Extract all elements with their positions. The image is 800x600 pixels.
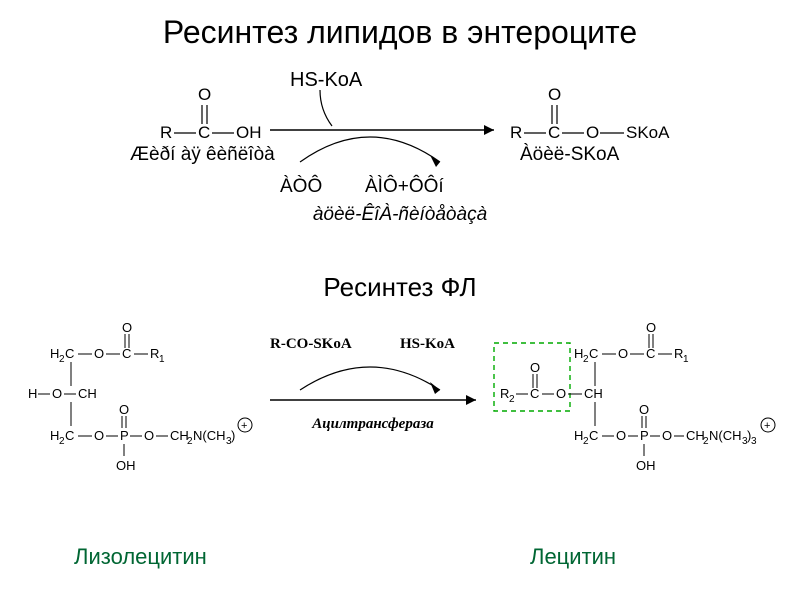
svg-text:C: C bbox=[589, 346, 598, 361]
lecithin-structure: H2C O C R1 O R2 C O O CH bbox=[494, 320, 775, 473]
svg-text:H: H bbox=[50, 428, 59, 443]
r1-amp: ÀÌÔ+ÔÔí bbox=[365, 175, 444, 197]
r2-rcoskoa: R-CO-SKoA bbox=[270, 336, 352, 352]
svg-text:O: O bbox=[646, 320, 656, 335]
svg-text:CH: CH bbox=[686, 428, 705, 443]
svg-text:O: O bbox=[94, 346, 104, 361]
lysolecithin-label: Лизолецитин bbox=[74, 544, 207, 570]
reaction-2: H2C O C R1 O H O CH H2C O P bbox=[28, 320, 775, 473]
r2-enzyme: Ацилтрансфераза bbox=[311, 416, 434, 432]
svg-text:O: O bbox=[94, 428, 104, 443]
svg-text:C: C bbox=[65, 428, 74, 443]
r1-hskoa: HS-KoA bbox=[290, 69, 363, 91]
r1-right-C: C bbox=[548, 123, 560, 142]
svg-text:N(CH: N(CH bbox=[193, 428, 226, 443]
r2-curve-head bbox=[430, 382, 440, 394]
svg-text:O: O bbox=[662, 428, 672, 443]
svg-text:P: P bbox=[640, 428, 649, 443]
svg-text:H: H bbox=[28, 386, 37, 401]
svg-text:CH: CH bbox=[584, 386, 603, 401]
r1-atp: ÀÒÔ bbox=[280, 175, 322, 197]
r1-hskoa-hook bbox=[320, 90, 332, 126]
svg-text:C: C bbox=[122, 346, 131, 361]
r1-right-SKoA: SKoA bbox=[626, 123, 670, 142]
svg-text:O: O bbox=[639, 402, 649, 417]
svg-text:OH: OH bbox=[116, 458, 136, 473]
diagram-svg: R C OH O Æèðí àÿ êèñëîòà HS-KoA ÀÒÔ ÀÌÔ+… bbox=[0, 0, 800, 600]
r2-curve bbox=[300, 367, 440, 390]
r1-left-R: R bbox=[160, 123, 172, 142]
r1-right-R: R bbox=[510, 123, 522, 142]
svg-text:2: 2 bbox=[509, 394, 515, 405]
r1-left-O: O bbox=[198, 85, 211, 104]
svg-text:O: O bbox=[144, 428, 154, 443]
svg-text:C: C bbox=[646, 346, 655, 361]
svg-text:R: R bbox=[500, 386, 509, 401]
r1-right-structure: R C O SKoA O bbox=[510, 85, 670, 142]
svg-text:1: 1 bbox=[159, 354, 165, 365]
svg-text:C: C bbox=[65, 346, 74, 361]
svg-text:P: P bbox=[120, 428, 129, 443]
svg-text:R: R bbox=[674, 346, 683, 361]
svg-text:N(CH: N(CH bbox=[709, 428, 742, 443]
r1-enzyme: àöèë-ÊîÀ-ñèíòåòàçà bbox=[313, 203, 487, 225]
r1-left-label: Æèðí àÿ êèñëîòà bbox=[130, 144, 275, 165]
lecithin-label: Лецитин bbox=[530, 544, 616, 570]
svg-text:CH: CH bbox=[170, 428, 189, 443]
reaction-1: R C OH O Æèðí àÿ êèñëîòà HS-KoA ÀÒÔ ÀÌÔ+… bbox=[130, 69, 670, 225]
r1-right-Otop: O bbox=[548, 85, 561, 104]
svg-text:+: + bbox=[764, 420, 770, 432]
svg-text:R: R bbox=[150, 346, 159, 361]
r1-left-C: C bbox=[198, 123, 210, 142]
svg-text:O: O bbox=[122, 320, 132, 335]
svg-text:+: + bbox=[241, 420, 247, 432]
lysolecithin-structure: H2C O C R1 O H O CH H2C O P bbox=[28, 320, 252, 473]
r1-left-structure: R C OH O bbox=[160, 85, 262, 142]
svg-text:O: O bbox=[52, 386, 62, 401]
svg-text:1: 1 bbox=[683, 354, 689, 365]
svg-text:O: O bbox=[556, 386, 566, 401]
svg-text:OH: OH bbox=[636, 458, 656, 473]
svg-text:O: O bbox=[618, 346, 628, 361]
svg-text:O: O bbox=[616, 428, 626, 443]
r1-curve-head bbox=[430, 155, 440, 167]
r1-curve bbox=[300, 137, 440, 162]
svg-text:O: O bbox=[530, 360, 540, 375]
svg-text:H: H bbox=[50, 346, 59, 361]
r1-left-OH: OH bbox=[236, 123, 262, 142]
svg-text:3: 3 bbox=[751, 436, 757, 447]
r2-arrow-head bbox=[466, 395, 476, 405]
svg-text:CH: CH bbox=[78, 386, 97, 401]
svg-text:H: H bbox=[574, 428, 583, 443]
r1-right-O: O bbox=[586, 123, 599, 142]
r2-hskoa: HS-KoA bbox=[400, 336, 455, 352]
svg-text:H: H bbox=[574, 346, 583, 361]
svg-text:): ) bbox=[231, 428, 235, 443]
svg-text:O: O bbox=[119, 402, 129, 417]
svg-text:C: C bbox=[589, 428, 598, 443]
r1-right-label: Àöèë-SKoA bbox=[520, 144, 620, 165]
r1-arrow-head bbox=[484, 125, 494, 135]
svg-text:C: C bbox=[530, 386, 539, 401]
